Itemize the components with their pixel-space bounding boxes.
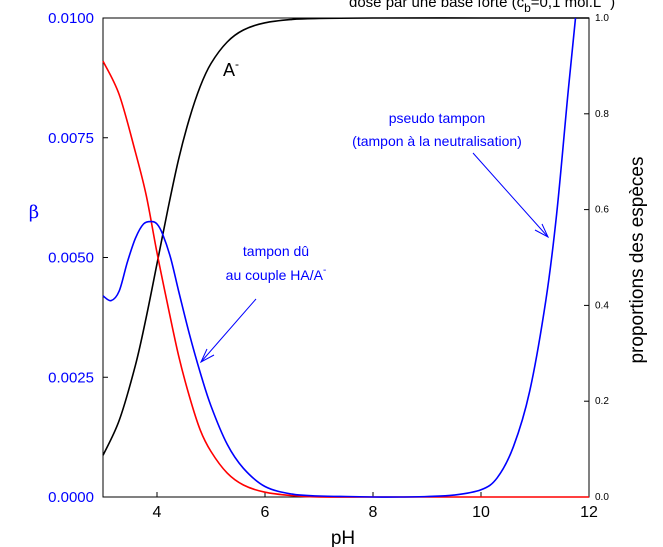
y-right-axis-label: proportions des espèces	[627, 156, 648, 363]
x-tick-label: 6	[261, 504, 270, 521]
annotation-pseudo-line2: (tampon à la neutralisation)	[352, 133, 522, 149]
y-right-tick-label: 0.8	[595, 109, 609, 120]
series-layer	[102, 17, 590, 498]
x-axis-label: pH	[331, 528, 355, 547]
annotation-tampon-line2: au couple HA/A-	[226, 265, 327, 283]
title-end: )	[610, 0, 615, 11]
y-right-tick-label: 1.0	[595, 13, 609, 24]
ticks: 4 6 8 10 12 0.0000 0.0025 0.0050 0.0075 0.0100 0.0…	[48, 10, 609, 521]
series-label-a-minus: A	[223, 60, 235, 80]
series-line-beta	[102, 17, 577, 498]
arrowhead-pseudo-tampon	[534, 223, 550, 239]
series-line-a-minus	[102, 17, 589, 456]
y-right-tick-label: 0.2	[595, 396, 609, 407]
y-left-tick-label: 0.0075	[48, 130, 94, 147]
y-right-tick-label: 0.0	[595, 492, 609, 503]
y-left-tick-label: 0.0050	[48, 250, 94, 267]
series-label-a-minus-sup: -	[235, 57, 239, 71]
title-main: dosé par une base forte (c	[349, 0, 525, 11]
x-tick-label: 12	[580, 504, 598, 521]
arrow-pseudo-tampon	[472, 152, 549, 238]
x-tick-label: 8	[369, 504, 378, 521]
x-tick-label: 10	[472, 504, 490, 521]
y-right-tick-label: 0.6	[595, 205, 609, 216]
title-subscript: b	[524, 1, 531, 15]
annotation-tampon-line1: tampon dû	[243, 243, 309, 259]
annotation-a-minus: A-	[223, 57, 239, 80]
y-right-tick-label: 0.4	[595, 300, 609, 311]
y-left-tick-label: 0.0025	[48, 369, 94, 386]
chart-title: dosé par une base forte (cb=0,1 mol.L-1)	[349, 0, 615, 15]
annotation-pseudo-line1: pseudo tampon	[389, 110, 486, 126]
y-left-axis-label: β	[29, 202, 39, 223]
x-tick-label: 4	[153, 504, 162, 521]
y-left-tick-label: 0.0000	[48, 489, 94, 506]
plot-frame	[102, 17, 590, 498]
y-left-tick-label: 0.0100	[48, 10, 94, 27]
arrowhead-tampon-du	[199, 348, 215, 364]
annotation-tampon-du: tampon dû au couple HA/A-	[199, 243, 327, 364]
title-rest: =0,1 mol.L	[531, 0, 601, 11]
arrow-tampon-du	[200, 298, 257, 363]
svg-text:A-: A-	[223, 57, 239, 80]
title-superscript: -1	[601, 0, 610, 3]
annotation-pseudo-tampon: pseudo tampon (tampon à la neutralisatio…	[352, 110, 550, 239]
